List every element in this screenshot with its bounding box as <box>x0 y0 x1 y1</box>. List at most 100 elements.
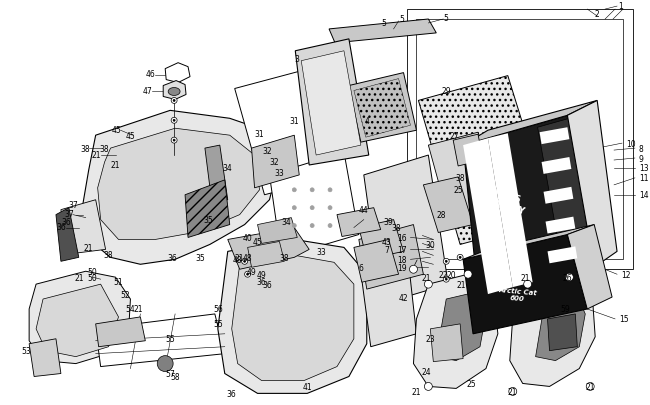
Polygon shape <box>354 79 411 138</box>
Text: 3: 3 <box>295 55 300 64</box>
Text: 2: 2 <box>595 9 599 19</box>
Circle shape <box>173 140 175 142</box>
Polygon shape <box>419 77 552 245</box>
Circle shape <box>310 224 314 228</box>
Polygon shape <box>543 188 573 204</box>
Text: 35: 35 <box>203 215 213 224</box>
Circle shape <box>457 255 463 261</box>
Text: 21: 21 <box>134 305 143 314</box>
Ellipse shape <box>168 88 180 96</box>
Polygon shape <box>227 228 309 270</box>
Text: 11: 11 <box>639 174 649 183</box>
Polygon shape <box>488 134 532 288</box>
Polygon shape <box>61 200 105 255</box>
Circle shape <box>464 271 472 279</box>
Text: Arctic Cat
600: Arctic Cat 600 <box>498 286 538 303</box>
Circle shape <box>410 266 417 273</box>
Text: 59: 59 <box>560 305 570 314</box>
Polygon shape <box>359 220 404 260</box>
Text: 21: 21 <box>422 273 431 282</box>
Circle shape <box>244 272 251 277</box>
Polygon shape <box>349 73 417 143</box>
Circle shape <box>459 257 461 259</box>
Polygon shape <box>463 101 597 146</box>
Text: 15: 15 <box>619 315 629 324</box>
Text: 25: 25 <box>466 379 476 388</box>
Text: 6: 6 <box>358 263 363 272</box>
Text: 35: 35 <box>195 253 205 262</box>
Circle shape <box>443 259 449 264</box>
Polygon shape <box>413 275 498 388</box>
Text: 41: 41 <box>302 382 312 391</box>
Polygon shape <box>83 111 280 264</box>
Polygon shape <box>218 240 367 393</box>
Text: 21: 21 <box>235 253 244 262</box>
Circle shape <box>509 388 517 395</box>
Polygon shape <box>56 208 79 262</box>
Circle shape <box>524 281 532 288</box>
Circle shape <box>157 356 173 372</box>
Polygon shape <box>463 139 513 294</box>
Text: 38: 38 <box>100 144 109 153</box>
Circle shape <box>310 206 314 210</box>
Circle shape <box>292 188 296 192</box>
Circle shape <box>443 277 449 282</box>
Text: 16: 16 <box>397 233 406 242</box>
Text: 14: 14 <box>639 191 649 200</box>
Text: 42: 42 <box>398 293 408 302</box>
Polygon shape <box>545 217 575 234</box>
Polygon shape <box>510 277 595 386</box>
Polygon shape <box>295 40 369 166</box>
Circle shape <box>328 224 332 228</box>
Text: 37: 37 <box>64 210 73 219</box>
Polygon shape <box>354 240 398 282</box>
Circle shape <box>328 206 332 210</box>
Polygon shape <box>252 136 299 188</box>
Polygon shape <box>185 180 229 238</box>
Text: 21: 21 <box>74 273 84 282</box>
Polygon shape <box>270 153 359 258</box>
Circle shape <box>171 98 177 104</box>
Polygon shape <box>540 128 569 145</box>
Text: 50: 50 <box>88 267 97 276</box>
Circle shape <box>566 273 573 281</box>
Text: 18: 18 <box>397 255 406 264</box>
Circle shape <box>292 206 296 210</box>
Circle shape <box>173 120 175 122</box>
Polygon shape <box>541 158 571 175</box>
Text: 54: 54 <box>125 305 135 314</box>
Text: 26: 26 <box>562 273 572 282</box>
Polygon shape <box>359 245 417 347</box>
Text: 32: 32 <box>263 146 272 155</box>
Polygon shape <box>463 116 592 294</box>
Text: 36: 36 <box>56 222 66 232</box>
Polygon shape <box>423 177 473 233</box>
Text: 28: 28 <box>437 211 446 220</box>
Text: 44: 44 <box>359 206 369 215</box>
Text: 52: 52 <box>121 290 130 299</box>
Text: 30: 30 <box>426 240 436 249</box>
Polygon shape <box>364 156 448 304</box>
Text: 5: 5 <box>444 15 448 23</box>
Text: 58: 58 <box>170 372 180 381</box>
Circle shape <box>328 188 332 192</box>
Polygon shape <box>428 133 503 225</box>
Text: 17: 17 <box>397 245 406 254</box>
Text: 33: 33 <box>274 169 284 178</box>
Circle shape <box>424 382 432 390</box>
Text: 45: 45 <box>112 126 122 134</box>
Circle shape <box>292 224 296 228</box>
Circle shape <box>310 188 314 192</box>
Text: CROSS
COUNTRY: CROSS COUNTRY <box>477 185 528 216</box>
Text: 5: 5 <box>382 19 386 28</box>
Polygon shape <box>406 10 633 270</box>
Polygon shape <box>436 292 486 361</box>
Circle shape <box>171 138 177 144</box>
Text: 31: 31 <box>289 117 299 126</box>
Text: 22: 22 <box>439 270 448 279</box>
Text: 45: 45 <box>125 131 135 141</box>
Text: 21: 21 <box>456 280 466 289</box>
Polygon shape <box>359 225 423 290</box>
Circle shape <box>445 261 447 263</box>
Text: 21: 21 <box>111 161 120 170</box>
